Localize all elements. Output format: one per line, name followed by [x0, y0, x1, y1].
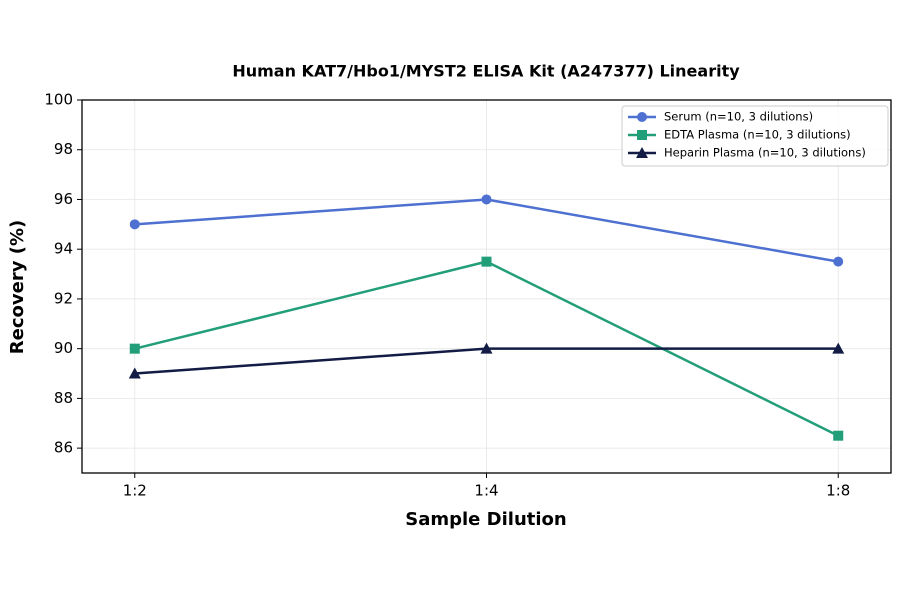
- legend-marker: [637, 130, 647, 140]
- legend-marker: [637, 112, 647, 122]
- legend-label: EDTA Plasma (n=10, 3 dilutions): [664, 128, 851, 142]
- x-tick-label: 1:8: [826, 482, 850, 500]
- legend: Serum (n=10, 3 dilutions) EDTA Plasma (n=…: [621, 105, 889, 167]
- y-tick-label: 100: [44, 91, 73, 109]
- y-axis-label: Recovery (%): [7, 220, 28, 354]
- data-point: [832, 342, 845, 354]
- x-axis-label: Sample Dilution: [405, 509, 566, 530]
- y-tick-label: 90: [54, 339, 73, 357]
- data-point: [480, 342, 493, 354]
- legend-label: Heparin Plasma (n=10, 3 dilutions): [664, 146, 866, 160]
- data-point: [129, 343, 140, 354]
- plot-frame: [81, 99, 892, 474]
- data-point: [833, 430, 844, 441]
- legend-marker: [636, 147, 648, 158]
- data-point: [128, 367, 141, 379]
- legend-label: Serum (n=10, 3 dilutions): [664, 110, 813, 124]
- plot: [128, 194, 845, 441]
- data-point: [129, 219, 140, 230]
- legend-box: [621, 105, 889, 167]
- y-tick-label: 86: [54, 439, 73, 457]
- y-tick-label: 92: [54, 289, 73, 307]
- data-point: [481, 256, 492, 267]
- x-tick-label: 1:2: [123, 482, 147, 500]
- data-point: [481, 194, 492, 205]
- data-point: [833, 256, 844, 267]
- chart-title: Human KAT7/Hbo1/MYST2 ELISA Kit (A247377…: [232, 62, 740, 81]
- x-tick-label: 1:4: [474, 482, 498, 500]
- y-tick-label: 88: [54, 389, 73, 407]
- y-tick-label: 96: [54, 190, 73, 208]
- y-tick-label: 98: [54, 140, 73, 158]
- y-tick-label: 94: [54, 240, 73, 258]
